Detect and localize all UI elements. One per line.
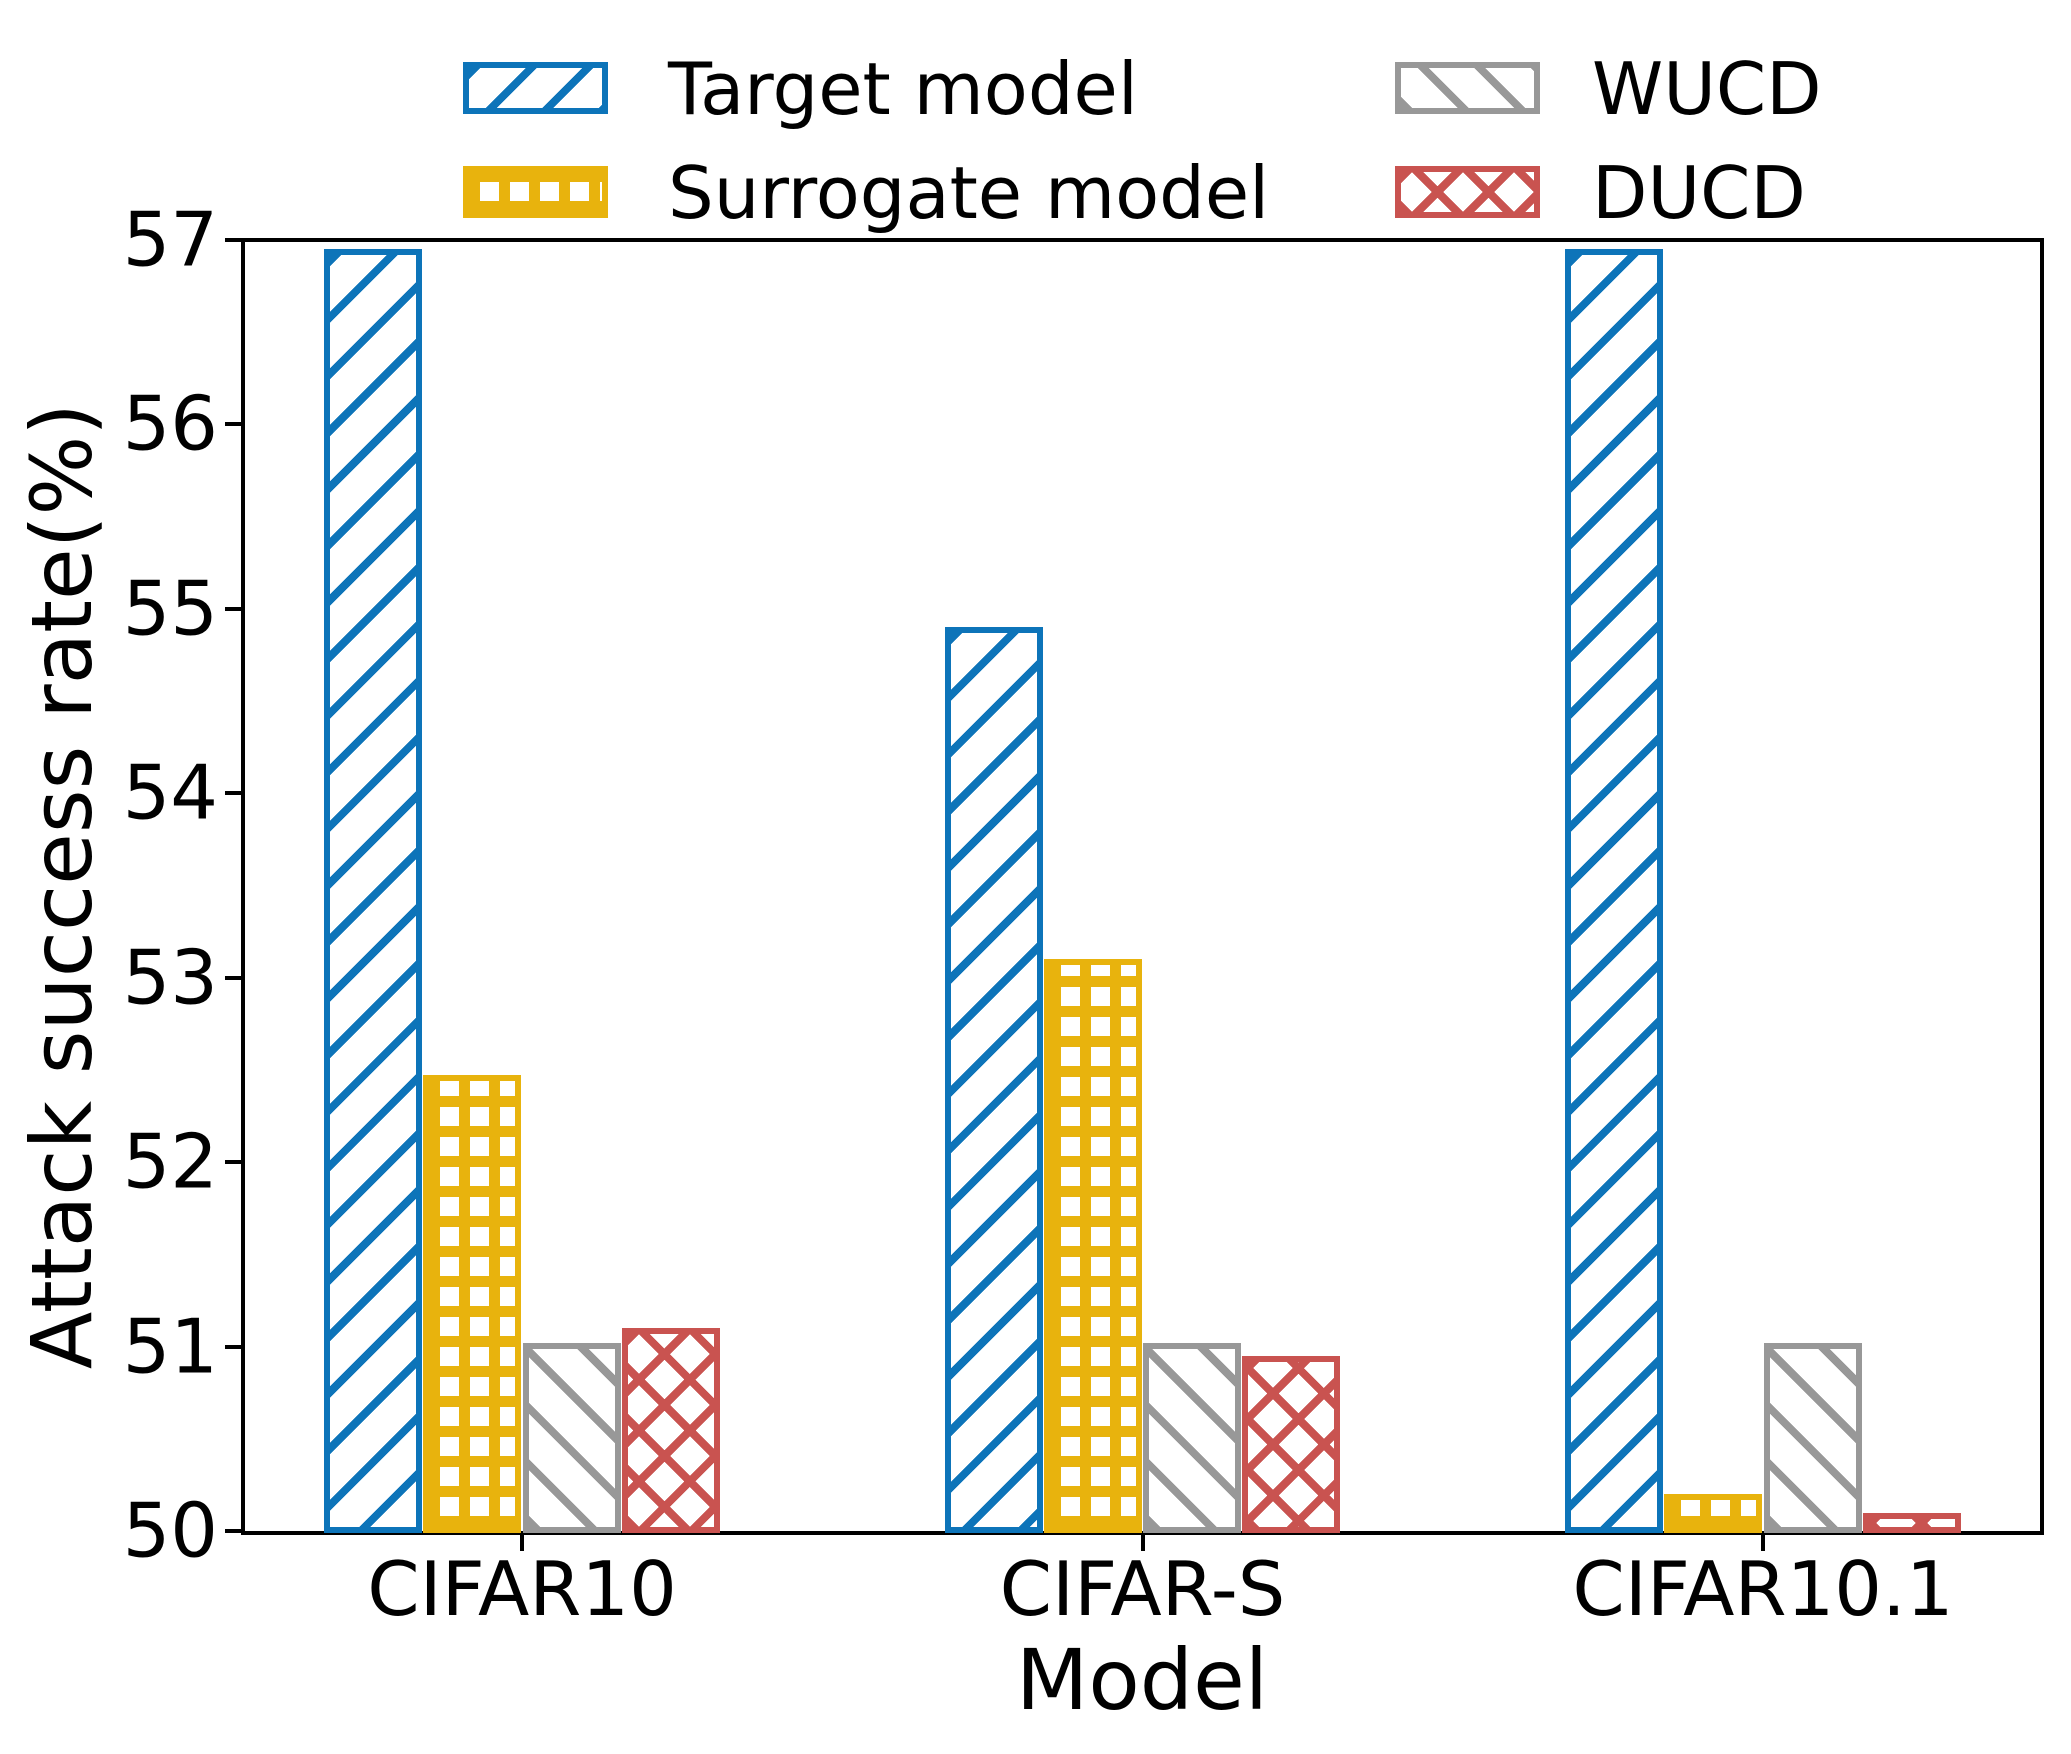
y-tick (225, 422, 241, 427)
x-tick (1140, 1535, 1145, 1551)
bar-wucd-cifar10 (522, 1342, 621, 1533)
bar-ducd-cifar-s (1242, 1355, 1341, 1533)
y-tick (225, 606, 241, 611)
legend-swatch-target-model (463, 62, 608, 114)
y-tick-label: 53 (122, 933, 218, 1022)
legend-swatch-surrogate-model (463, 166, 608, 218)
bar-wucd-cifar10.1 (1763, 1342, 1862, 1533)
legend-label-ducd: DUCD (1592, 151, 1806, 235)
legend-label-target-model: Target model (668, 47, 1138, 131)
y-tick-label: 56 (122, 379, 218, 468)
y-tick-label: 55 (122, 564, 218, 653)
plot-area (241, 238, 2044, 1535)
bar-target-model-cifar10.1 (1565, 249, 1664, 1533)
legend-swatch-ducd (1395, 166, 1540, 218)
legend-label-wucd: WUCD (1592, 47, 1822, 131)
y-tick-label: 54 (122, 748, 218, 837)
y-tick-label: 51 (122, 1302, 218, 1391)
y-tick (225, 975, 241, 980)
bar-surrogate-model-cifar-s (1043, 959, 1142, 1533)
bar-target-model-cifar-s (944, 627, 1043, 1533)
x-tick-label-cifar10.1: CIFAR10.1 (1572, 1545, 1954, 1633)
x-axis-label: Model (1015, 1631, 1269, 1729)
y-tick (225, 1344, 241, 1349)
legend-label-surrogate-model: Surrogate model (668, 151, 1270, 235)
y-tick (225, 1160, 241, 1165)
bar-ducd-cifar10 (621, 1328, 720, 1533)
y-axis-label: Attack success rate(%) (13, 402, 111, 1370)
legend-swatch-wucd (1395, 62, 1540, 114)
bar-surrogate-model-cifar10.1 (1664, 1494, 1763, 1533)
x-tick-label-cifar10: CIFAR10 (367, 1545, 677, 1633)
y-tick (225, 1529, 241, 1533)
x-tick (1761, 1535, 1765, 1551)
bar-wucd-cifar-s (1143, 1342, 1242, 1533)
y-tick (225, 238, 241, 242)
bar-ducd-cifar10.1 (1862, 1512, 1961, 1533)
bar-surrogate-model-cifar10 (423, 1075, 522, 1533)
y-tick-label: 52 (122, 1117, 218, 1206)
bar-target-model-cifar10 (324, 249, 423, 1533)
y-tick-label: 50 (122, 1486, 218, 1575)
x-tick-label-cifar-s: CIFAR-S (999, 1545, 1286, 1633)
y-tick (225, 791, 241, 796)
y-tick-label: 57 (122, 195, 218, 284)
x-tick (520, 1535, 524, 1551)
